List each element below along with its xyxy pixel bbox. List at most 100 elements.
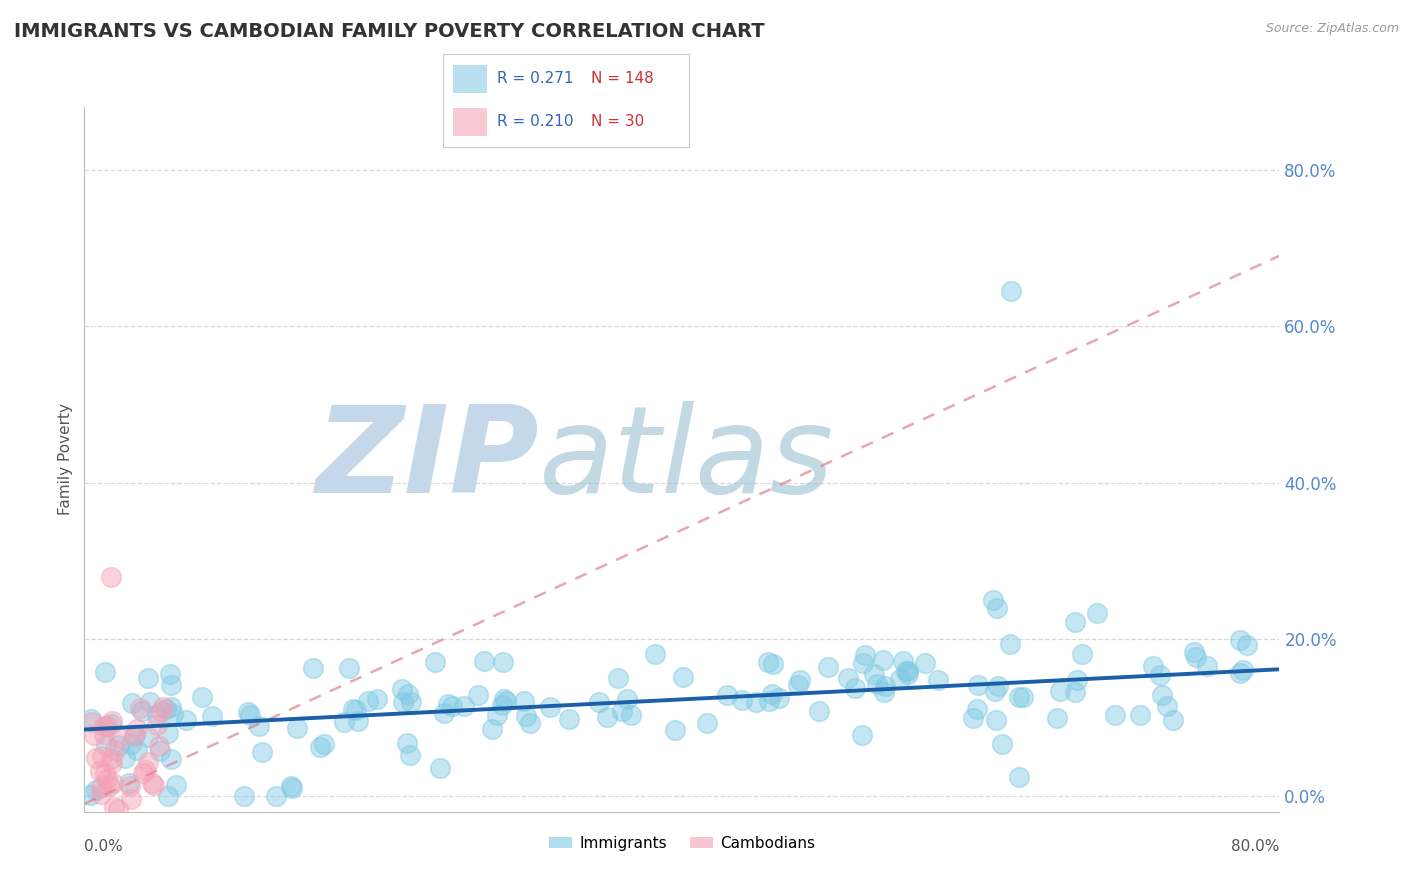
Point: [156, 789, 179, 803]
Point: [1142, 659, 1164, 673]
Point: [103, 800, 125, 814]
Point: [131, 704, 153, 718]
Point: [131, 765, 153, 780]
Point: [120, 791, 142, 805]
Point: [94, 665, 117, 679]
Point: [124, 728, 146, 742]
Point: [986, 601, 1008, 615]
Point: [96, 739, 118, 753]
Point: [89, 764, 111, 779]
Point: [391, 682, 413, 697]
Point: [160, 678, 183, 692]
Point: [80, 715, 103, 730]
Point: [984, 714, 1007, 728]
Point: [159, 667, 181, 681]
Text: IMMIGRANTS VS CAMBODIAN FAMILY POVERTY CORRELATION CHART: IMMIGRANTS VS CAMBODIAN FAMILY POVERTY C…: [14, 22, 765, 41]
Point: [1129, 708, 1152, 723]
Point: [612, 704, 634, 718]
Point: [232, 789, 254, 803]
Point: [492, 692, 515, 706]
Point: [1063, 615, 1085, 630]
Point: [817, 660, 839, 674]
Text: 80.0%: 80.0%: [1232, 839, 1279, 855]
Point: [433, 706, 456, 721]
Point: [1007, 690, 1029, 705]
Point: [1049, 684, 1071, 698]
Point: [491, 655, 513, 669]
Point: [485, 707, 508, 722]
Point: [93, 719, 115, 733]
Point: [107, 738, 129, 752]
Point: [136, 671, 159, 685]
Point: [156, 726, 179, 740]
Point: [1071, 648, 1094, 662]
Point: [607, 671, 630, 685]
Point: [1197, 658, 1219, 673]
Point: [84, 782, 107, 797]
Point: [285, 722, 308, 736]
Point: [114, 751, 136, 765]
Point: [987, 679, 1010, 693]
Point: [134, 763, 156, 777]
Point: [366, 691, 388, 706]
Point: [1236, 638, 1258, 652]
Point: [1156, 699, 1178, 714]
Point: [398, 748, 420, 763]
Point: [429, 761, 451, 775]
Point: [984, 684, 1007, 698]
Point: [96, 718, 118, 732]
Point: [981, 593, 1004, 607]
Point: [768, 690, 790, 705]
Point: [894, 664, 917, 678]
Point: [90, 788, 112, 802]
Point: [453, 698, 475, 713]
Point: [104, 743, 127, 757]
Point: [165, 778, 187, 792]
Point: [472, 654, 495, 668]
Point: [200, 709, 222, 723]
Point: [79, 788, 101, 802]
Point: [160, 752, 183, 766]
Point: [1163, 714, 1185, 728]
Point: [309, 739, 332, 754]
Point: [146, 718, 169, 732]
Point: [437, 698, 460, 712]
Point: [148, 739, 170, 754]
Text: Source: ZipAtlas.com: Source: ZipAtlas.com: [1265, 22, 1399, 36]
Point: [342, 702, 364, 716]
Point: [396, 687, 419, 701]
Point: [441, 698, 464, 713]
Point: [1182, 645, 1205, 659]
Point: [481, 723, 503, 737]
Point: [141, 775, 163, 789]
Point: [1104, 708, 1126, 723]
Point: [789, 673, 811, 687]
Point: [863, 667, 886, 681]
Point: [991, 738, 1014, 752]
Point: [761, 687, 783, 701]
Point: [467, 688, 489, 702]
Point: [120, 779, 142, 793]
Point: [266, 789, 288, 803]
Point: [513, 694, 536, 708]
Text: atlas: atlas: [538, 401, 834, 518]
Point: [100, 570, 122, 584]
Point: [162, 707, 184, 722]
Point: [588, 696, 610, 710]
Text: R = 0.210: R = 0.210: [498, 114, 574, 129]
Point: [873, 680, 896, 694]
Point: [1085, 607, 1108, 621]
Point: [758, 694, 780, 708]
Point: [399, 695, 422, 709]
Point: [120, 738, 142, 752]
Point: [866, 677, 889, 691]
Point: [94, 766, 117, 780]
Text: ZIP: ZIP: [315, 401, 538, 518]
Point: [966, 702, 988, 716]
Point: [312, 737, 335, 751]
Point: [302, 661, 325, 675]
Text: 0.0%: 0.0%: [84, 839, 124, 855]
Point: [149, 744, 172, 758]
Point: [889, 672, 911, 686]
Point: [96, 772, 118, 787]
